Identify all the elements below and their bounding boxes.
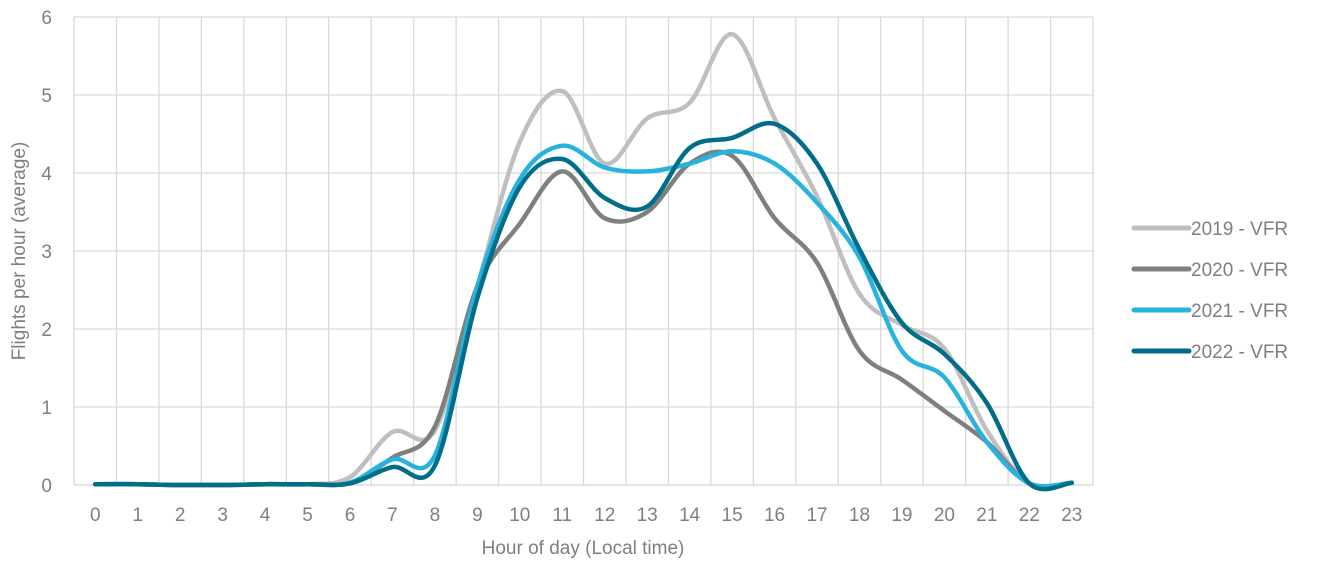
legend-label: 2020 - VFR	[1191, 260, 1288, 281]
x-tick-label: 18	[849, 505, 870, 526]
x-tick-label: 23	[1061, 505, 1082, 526]
y-tick-label: 4	[41, 164, 52, 185]
legend-label: 2021 - VFR	[1191, 301, 1288, 322]
x-tick-label: 1	[132, 505, 143, 526]
x-tick-label: 2	[175, 505, 186, 526]
series-lines	[92, 31, 1075, 492]
y-tick-label: 0	[41, 476, 52, 497]
x-tick-label: 6	[345, 505, 356, 526]
y-axis-title: Flights per hour (average)	[9, 142, 30, 361]
x-axis-title: Hour of day (Local time)	[482, 538, 685, 559]
x-tick-label: 19	[891, 505, 912, 526]
y-tick-label: 2	[41, 320, 52, 341]
x-tick-label: 4	[260, 505, 271, 526]
grid	[73, 16, 1094, 486]
x-tick-label: 17	[806, 505, 827, 526]
x-tick-label: 8	[430, 505, 441, 526]
x-tick-label: 14	[679, 505, 701, 526]
legend-item: 2022 - VFR	[1131, 342, 1288, 363]
y-tick-label: 6	[41, 8, 52, 29]
x-tick-label: 12	[594, 505, 615, 526]
y-tick-label: 3	[41, 242, 52, 263]
x-tick-label: 7	[387, 505, 398, 526]
series-line-4	[92, 120, 1075, 492]
x-tick-label: 21	[976, 505, 997, 526]
legend-item: 2019 - VFR	[1131, 219, 1288, 240]
legend-item: 2020 - VFR	[1131, 260, 1288, 281]
x-tick-label: 22	[1019, 505, 1040, 526]
legend-label: 2019 - VFR	[1191, 219, 1288, 240]
y-tick-labels: 0 1 2 3 4 5 6	[41, 8, 52, 497]
legend: 2019 - VFR 2020 - VFR 2021 - VFR 2022 - VFR	[1131, 219, 1288, 363]
x-tick-label: 3	[217, 505, 228, 526]
x-tick-label: 5	[302, 505, 313, 526]
x-tick-label: 11	[552, 505, 572, 526]
x-tick-label: 20	[934, 505, 955, 526]
x-tick-label: 13	[637, 505, 658, 526]
x-tick-label: 15	[722, 505, 743, 526]
x-tick-labels: 0 1 2 3 4 5 6 7 8 9 10 11 12 13 14 15 16 17 18 19 20 21 22 23	[90, 505, 1082, 526]
x-tick-label: 0	[90, 505, 101, 526]
legend-label: 2022 - VFR	[1191, 342, 1288, 363]
y-tick-label: 1	[41, 398, 52, 419]
y-tick-label: 5	[41, 86, 52, 107]
x-tick-label: 10	[509, 505, 530, 526]
legend-item: 2021 - VFR	[1131, 301, 1288, 322]
x-tick-label: 9	[472, 505, 483, 526]
x-tick-label: 16	[764, 505, 785, 526]
